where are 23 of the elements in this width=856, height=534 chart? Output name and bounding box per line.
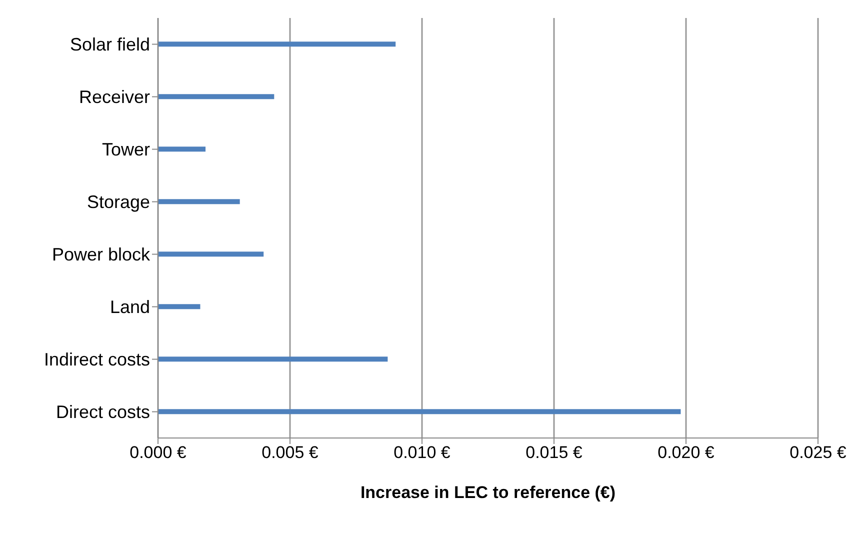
bar <box>158 42 396 47</box>
y-tick-label: Receiver <box>78 87 150 108</box>
y-tick-label: Indirect costs <box>44 350 150 370</box>
x-tick-label: 0.025 € <box>790 443 847 462</box>
x-tick-label: 0.020 € <box>658 443 715 462</box>
x-tick-label: 0.005 € <box>262 443 319 462</box>
bar <box>158 252 264 257</box>
y-tick-label: Direct costs <box>56 402 150 422</box>
bar <box>158 199 240 204</box>
y-tick-label: Power block <box>52 244 151 265</box>
bar <box>158 146 206 152</box>
y-tick-label: Storage <box>86 192 150 212</box>
y-tick-label: Solar field <box>70 34 150 55</box>
y-tick-label: Land <box>110 297 150 318</box>
x-tick-label: 0.015 € <box>526 443 583 462</box>
bar <box>158 356 388 362</box>
bar <box>158 409 681 414</box>
bar <box>158 94 274 100</box>
x-tick-label: 0.000 € <box>130 443 187 462</box>
bar <box>158 304 200 310</box>
y-tick-label: Tower <box>102 140 150 160</box>
x-tick-label: 0.010 € <box>394 443 451 462</box>
x-axis-title: Increase in LEC to reference (€) <box>360 483 616 502</box>
